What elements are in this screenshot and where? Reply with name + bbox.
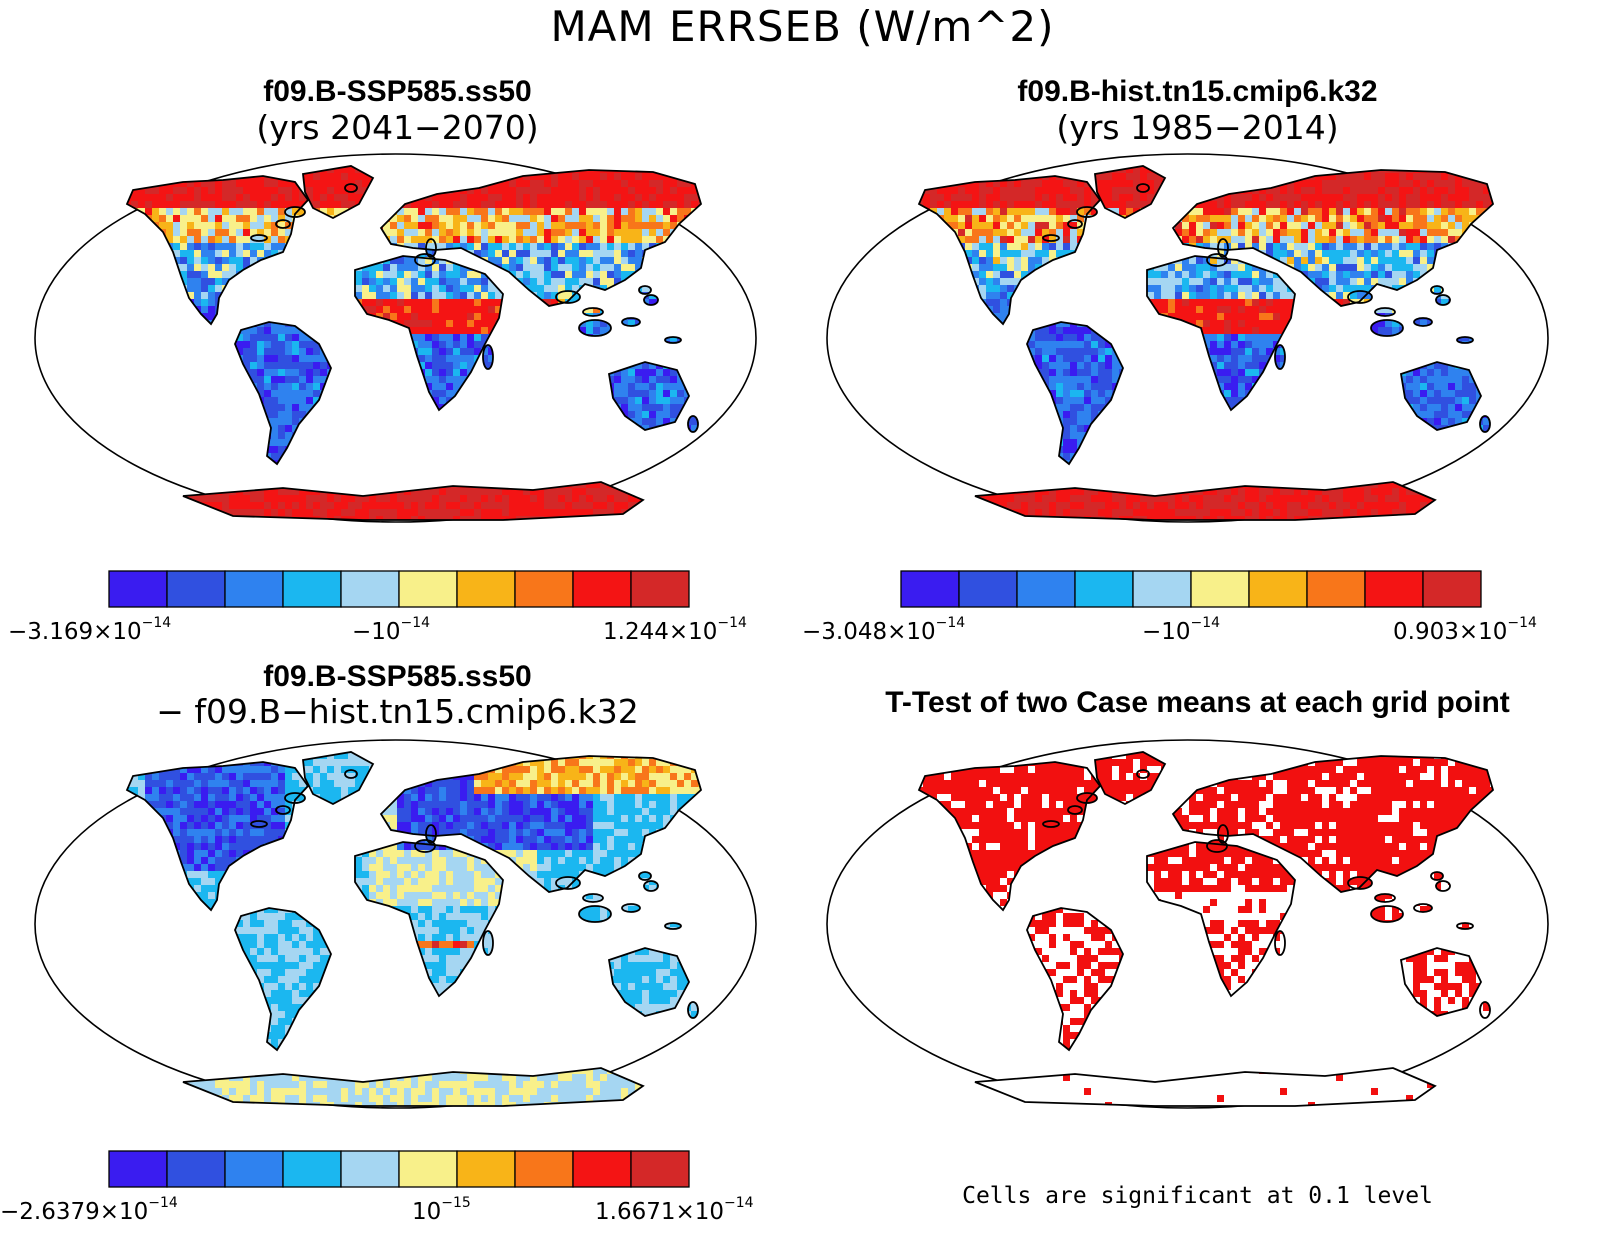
colorbar-box-1 [900,570,960,608]
colorbar-box-6 [1190,570,1250,608]
colorbar-box-3 [1016,570,1076,608]
colorbar-box-10 [1422,570,1482,608]
coastline-antarctica [974,481,1437,521]
coastline-antarctica [182,1067,645,1107]
colorbar-box-9 [572,570,632,608]
coastlines [125,751,703,1107]
colorbar-box-6 [398,1150,458,1188]
colorbar-box-5 [340,570,400,608]
coastlines [917,751,1495,1107]
panel-1-subtitle: (yrs 2041−2070) [0,108,795,147]
panel-1-colorbar-max-label: 1.244×10−14 [603,615,747,645]
coastlines [125,165,703,521]
panel-3-colorbar [108,1150,690,1188]
panel-2-colorbar-max-label: 0.903×10−14 [1393,615,1537,645]
panel-2-map [826,153,1549,523]
colorbar-box-7 [456,1150,516,1188]
colorbar-box-5 [340,1150,400,1188]
coastline-eurasia [379,755,703,893]
coastlines [917,165,1495,521]
coastline-africa [354,841,504,998]
panel-2-colorbar-min-label: −3.048×10−14 [802,615,965,645]
coastline-africa [1146,255,1296,412]
coastline-africa [1146,841,1296,998]
coastline-australia [1399,361,1483,431]
panel-1-title: f09.B-SSP585.ss50 [0,75,795,109]
colorbar-box-10 [630,1150,690,1188]
panel-3-colorbar-mid-label: 10−15 [412,1195,471,1225]
coastline-north-america [917,175,1102,326]
colorbar-box-7 [1248,570,1308,608]
colorbar-box-2 [166,570,226,608]
colorbar-box-6 [398,570,458,608]
coastline-eurasia [1171,755,1495,893]
panel-1-colorbar-mid-label: −10−14 [352,615,430,645]
panel-1-colorbar [108,570,690,608]
coastline-eurasia [1171,169,1495,307]
colorbar-box-4 [1074,570,1134,608]
colorbar-box-1 [108,570,168,608]
colorbar-box-2 [166,1150,226,1188]
coastline-north-america [125,761,310,912]
colorbar-box-3 [224,570,284,608]
colorbar-box-4 [282,1150,342,1188]
colorbar-box-5 [1132,570,1192,608]
panel-1-colorbar-min-label: −3.169×10−14 [8,615,171,645]
colorbar-box-9 [1364,570,1424,608]
panel-3-colorbar-max-label: 1.6671×10−14 [595,1195,754,1225]
panel-3-colorbar-min-label: −2.6379×10−14 [0,1195,178,1225]
panel-3-map [34,739,757,1109]
coastline-south-america [234,321,332,466]
colorbar-box-8 [1306,570,1366,608]
coastline-australia [607,947,691,1017]
panel-1-map [34,153,757,523]
coastline-greenland [302,165,375,220]
panel-3-subtitle: − f09.B−hist.tn15.cmip6.k32 [0,692,795,731]
colorbar-box-10 [630,570,690,608]
panel-4-title: T-Test of two Case means at each grid po… [800,686,1595,720]
panel-2-colorbar-mid-label: −10−14 [1142,615,1220,645]
coastline-australia [1399,947,1483,1017]
colorbar-box-4 [282,570,342,608]
colorbar-box-8 [514,570,574,608]
coastline-south-america [234,907,332,1052]
colorbar-box-2 [958,570,1018,608]
coastline-australia [607,361,691,431]
coastline-eurasia [379,169,703,307]
colorbar-box-3 [224,1150,284,1188]
coastline-north-america [917,761,1102,912]
coastline-antarctica [182,481,645,521]
colorbar-box-9 [572,1150,632,1188]
colorbar-box-1 [108,1150,168,1188]
panel-2-subtitle: (yrs 1985−2014) [800,108,1595,147]
coastline-south-america [1026,321,1124,466]
colorbar-box-8 [514,1150,574,1188]
coastline-greenland [1094,165,1167,220]
panel-2-colorbar [900,570,1482,608]
coastline-south-america [1026,907,1124,1052]
coastline-greenland [1094,751,1167,806]
figure-title: MAM ERRSEB (W/m^2) [0,2,1605,51]
panel-4-note: Cells are significant at 0.1 level [800,1183,1595,1209]
coastline-north-america [125,175,310,326]
colorbar-box-7 [456,570,516,608]
coastline-africa [354,255,504,412]
coastline-greenland [302,751,375,806]
panel-2-title: f09.B-hist.tn15.cmip6.k32 [800,75,1595,109]
panel-4-map [826,739,1549,1109]
panel-3-title: f09.B-SSP585.ss50 [0,660,795,694]
coastline-antarctica [974,1067,1437,1107]
